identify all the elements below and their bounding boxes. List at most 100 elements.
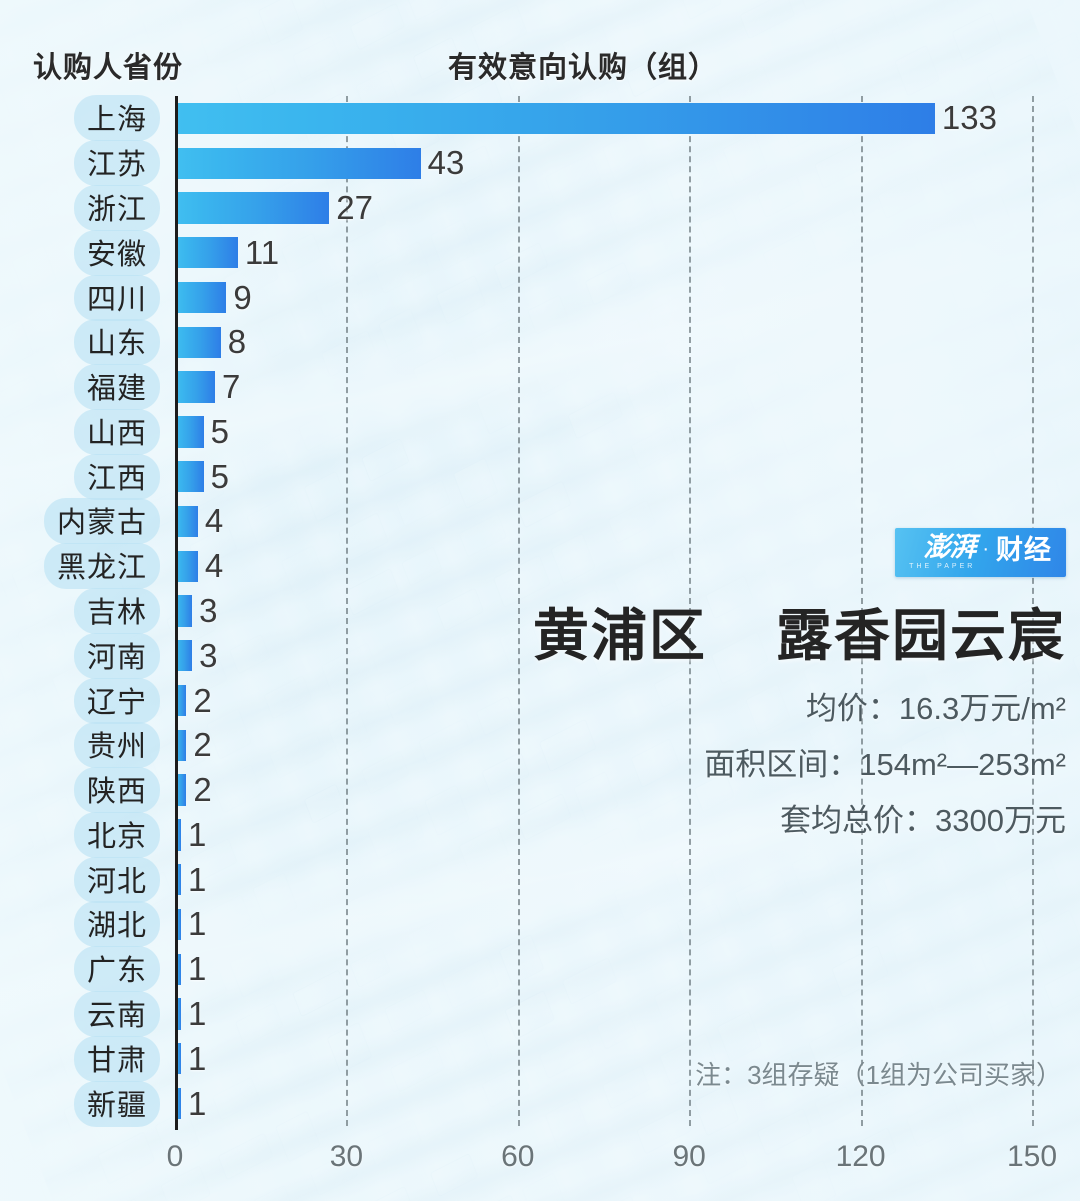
spec-area-range-text: 面积区间：154m²—253m² [704,747,1066,782]
bar-value-label: 1 [188,860,207,898]
category-labels: 上海 江苏 浙江 安徽 四川 山东 福建 山西 江西 内蒙古 黑龙江 吉林 河南 辽宁 贵州 陕西 北京 河北 湖北… [0,95,168,1127]
bar-row: 1 [175,950,1032,987]
category-label-text: 新疆 [86,1089,147,1122]
bar-value-label: 4 [204,502,224,540]
gridline-150 [1032,96,1034,1126]
bar-value-label: 3 [199,591,218,629]
x-tick-90: 90 [672,1140,706,1173]
category-label-text: 河北 [86,865,147,898]
bar-row: 1 [175,905,1032,942]
gridline-90 [689,96,692,1126]
gridline-120 [860,96,863,1126]
spec-average-price: 均价：16.3万元/m² [466,683,1066,728]
bar-rows: 133 43 27 11 9 8 7 5 5 4 4 3 3 2 2 2 1 1 1 1 1 1 1 [175,96,1032,1126]
category-label-text: 云南 [86,1000,147,1033]
bar-value-label: 2 [193,681,212,719]
bar-row: 5 [175,413,1032,450]
project-headline: 黄浦区 露香园云宸 [466,591,1066,672]
spec-total-price: 套均总价：3300万元 [466,795,1066,840]
category-label-上海: 上海 [73,95,160,142]
spec-total-price-text: 套均总价：3300万元 [780,803,1066,838]
category-pill: 内蒙古 [43,498,160,545]
bar-value-label: 1 [188,1039,207,1077]
bar-value-label: 1 [188,995,207,1033]
bar-value-label: 133 [941,99,997,137]
category-pill: 福建 [73,364,160,411]
category-pill: 云南 [73,991,160,1038]
bar-value-label: 1 [188,815,207,853]
category-label-黑龙江: 黑龙江 [43,543,160,590]
category-pill: 江苏 [73,140,160,187]
bar-value-label: 27 [336,188,373,226]
category-label-云南: 云南 [73,991,160,1038]
bar-山东 [175,326,221,358]
bar-山西 [175,416,204,448]
category-label-text: 江苏 [86,149,147,182]
category-label-text: 黑龙江 [56,552,147,585]
y-axis-line [175,96,178,1130]
bar-黑龙江 [175,550,198,582]
gridline-60 [517,96,520,1126]
category-label-吉林: 吉林 [73,587,160,634]
logo-mark-text: 澎湃 [923,532,976,563]
category-pill: 甘肃 [73,1035,160,1082]
logo-wordmark: 澎湃 THE PAPER [909,532,976,570]
bar-内蒙古 [175,505,198,538]
bar-value-label: 43 [427,144,465,182]
category-label-福建: 福建 [73,364,160,411]
category-pill: 广东 [73,946,160,993]
bar-value-label: 5 [210,412,229,450]
category-pill: 河北 [73,856,160,903]
bar-value-label: 5 [210,457,229,495]
bar-贵州 [175,729,187,762]
category-pill: 新疆 [73,1080,160,1127]
bar-安徽 [175,237,238,269]
bar-四川 [175,281,227,314]
x-tick-0: 0 [166,1140,184,1173]
category-pill: 山西 [73,408,160,455]
category-label-安徽: 安徽 [73,229,160,276]
bar-北京 [175,819,181,851]
bar-row: 11 [175,234,1032,271]
category-label-text: 山东 [86,328,147,361]
bar-value-label: 1 [188,1084,207,1122]
bar-河南 [175,640,193,672]
logo-dot: · [982,538,989,560]
category-pill: 四川 [73,274,160,321]
category-pill: 湖北 [73,901,160,948]
bar-row: 1 [175,816,1032,853]
logo-section-text: 财经 [996,534,1052,565]
category-label-text: 广东 [86,955,147,988]
category-label-陕西: 陕西 [73,767,160,814]
category-label-text: 江西 [86,462,147,495]
bar-row: 1 [175,995,1032,1032]
bar-云南 [175,998,181,1030]
bar-value-label: 1 [188,905,207,943]
category-pill: 江西 [73,453,160,500]
category-label-text: 北京 [86,820,147,853]
bar-上海 [175,102,935,135]
bar-value-label: 1 [188,950,207,988]
category-label-text: 安徽 [86,238,147,271]
bar-row: 7 [175,368,1032,405]
bar-row: 4 [175,547,1032,584]
category-label-山西: 山西 [73,408,160,455]
bar-value-label: 11 [244,233,280,271]
category-label-甘肃: 甘肃 [73,1035,160,1082]
category-label-浙江: 浙江 [73,184,160,231]
category-pill: 黑龙江 [43,543,160,590]
x-tick-150: 150 [1006,1140,1058,1173]
x-tick-60: 60 [501,1140,535,1173]
category-label-新疆: 新疆 [73,1080,160,1127]
bar-新疆 [175,1087,181,1120]
category-label-湖北: 湖北 [73,901,160,948]
info-panel: 澎湃 THE PAPER · 财经 黄浦区 露香园云宸 均价：16.3万元/m²… [466,528,1066,840]
category-pill: 陕西 [73,767,160,814]
bar-value-label: 8 [227,323,247,361]
bar-value-label: 3 [199,636,218,674]
bar-浙江 [175,192,330,224]
y-axis-title: 认购人省份 [33,52,184,84]
bar-row: 43 [175,144,1032,181]
category-label-text: 内蒙古 [56,507,147,540]
district-name: 黄浦区 [532,604,707,667]
